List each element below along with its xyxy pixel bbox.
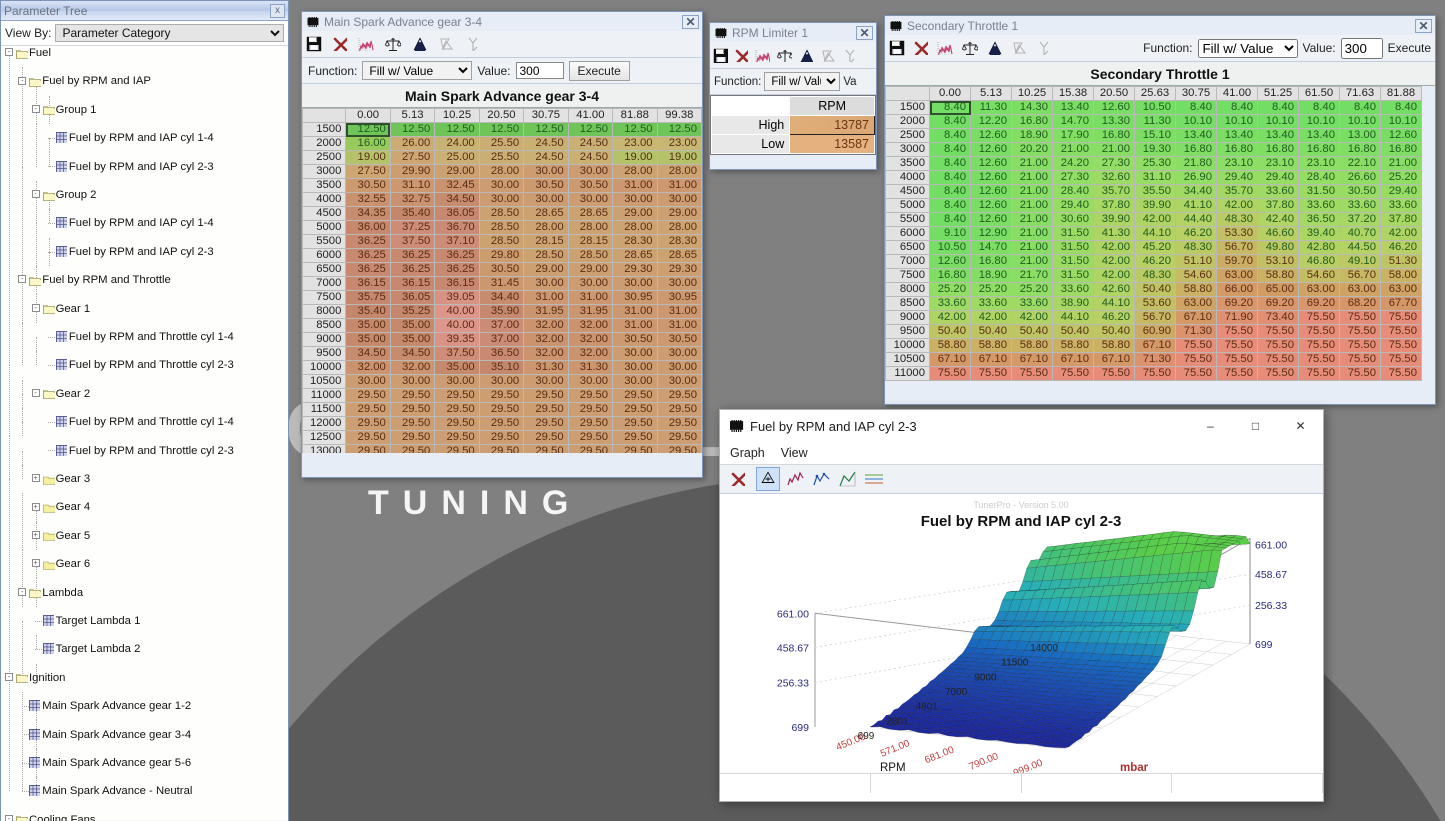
svg-text:999.00: 999.00	[1012, 757, 1045, 773]
svg-text:7000: 7000	[945, 687, 968, 698]
svg-text:458.67: 458.67	[1255, 569, 1287, 581]
svg-text:2801: 2801	[886, 716, 909, 727]
svg-text:699: 699	[858, 731, 875, 742]
svg-text:4801: 4801	[916, 702, 939, 713]
svg-text:14000: 14000	[1030, 643, 1058, 654]
svg-text:Fuel by RPM and IAP cyl 2-3: Fuel by RPM and IAP cyl 2-3	[921, 513, 1122, 530]
svg-text:mbar: mbar	[1120, 762, 1149, 773]
svg-text:571.00: 571.00	[879, 738, 912, 760]
svg-text:699: 699	[791, 722, 809, 734]
svg-text:790.00: 790.00	[968, 751, 1001, 773]
svg-text:TunerPro - Version 5.00: TunerPro - Version 5.00	[973, 500, 1068, 510]
svg-text:699: 699	[1255, 639, 1273, 651]
svg-text:458.67: 458.67	[777, 642, 809, 654]
svg-text:256.33: 256.33	[1255, 600, 1287, 612]
svg-text:9000: 9000	[974, 672, 997, 683]
svg-text:661.00: 661.00	[1255, 539, 1287, 551]
svg-text:681.00: 681.00	[923, 744, 956, 766]
svg-text:256.33: 256.33	[777, 678, 809, 690]
svg-text:661.00: 661.00	[777, 608, 809, 620]
svg-text:RPM: RPM	[880, 762, 906, 773]
svg-text:11500: 11500	[1001, 658, 1029, 669]
